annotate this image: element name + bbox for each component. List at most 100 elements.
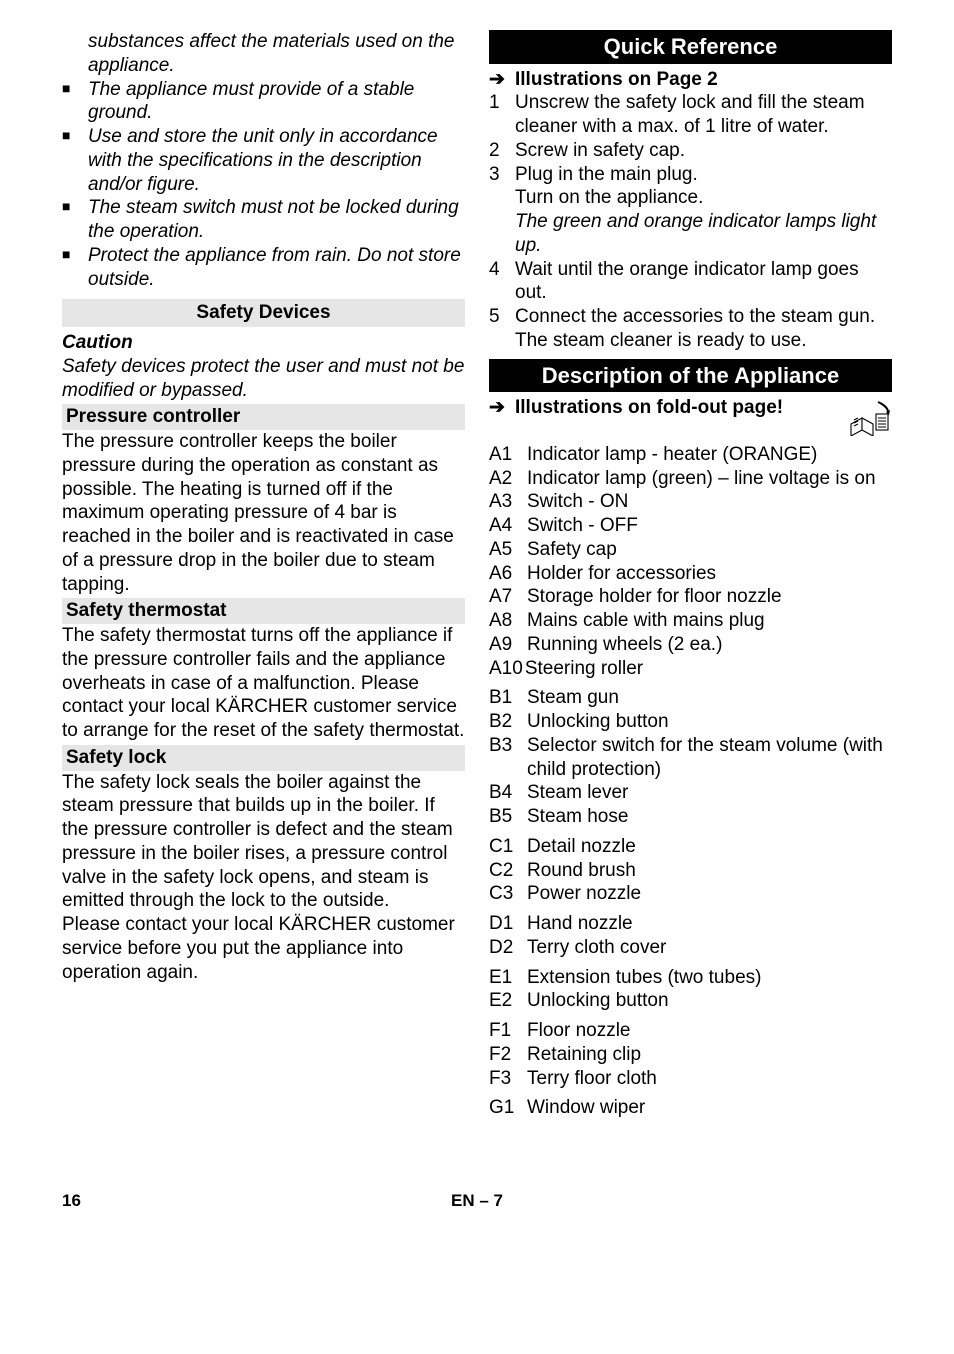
appliance-item: E1Extension tubes (two tubes) [489,966,892,990]
step-number: 3 [489,163,500,187]
appliance-item: A10Steering roller [489,657,892,681]
appliance-item: A9 Running wheels (2 ea.) [489,633,892,657]
appliance-item: A6 Holder for accessories [489,562,892,586]
appliance-item: B2 Unlocking button [489,710,892,734]
item-text: Floor nozzle [527,1020,631,1041]
appliance-item: D1 Hand nozzle [489,912,892,936]
item-text: Terry floor cloth [527,1068,657,1089]
item-text: Steam hose [527,806,628,827]
item-code: A2 [489,467,512,491]
appliance-item: B5 Steam hose [489,805,892,829]
page-lang: EN – 7 [81,1190,873,1211]
item-text: Window wiper [527,1097,645,1118]
step-number: 2 [489,139,500,163]
item-code: A10 [489,658,523,679]
step-item: 4Wait until the orange indicator lamp go… [489,258,892,306]
bullet-item: Protect the appliance from rain. Do not … [62,244,465,292]
item-text: Indicator lamp (green) – line voltage is… [527,468,876,489]
item-code: C2 [489,859,513,883]
appliance-item: B4 Steam lever [489,781,892,805]
item-text: Running wheels (2 ea.) [527,634,722,655]
item-code: B5 [489,805,512,829]
item-code: B2 [489,710,512,734]
item-text: Retaining clip [527,1044,641,1065]
item-text: Steam lever [527,782,628,803]
item-code: A6 [489,562,512,586]
bullet-item: Use and store the unit only in accordanc… [62,125,465,196]
item-code: F1 [489,1019,511,1043]
steps-list: 1 Unscrew the safety lock and fill the st… [489,91,892,352]
bullet-item: The steam switch must not be locked duri… [62,196,465,244]
step-text: Connect the accessories to the steam gun… [515,305,892,329]
bullet-item: The appliance must provide of a stable g… [62,78,465,126]
illustrations-foldout: Illustrations on fold-out page! [489,396,840,420]
item-text: Steering roller [525,658,643,679]
item-code: E1 [489,966,512,990]
thermo-text: The safety thermostat turns off the appl… [62,624,465,743]
intro-continuation: substances affect the materials used on … [62,30,465,78]
item-text: Round brush [527,860,636,881]
item-code: B3 [489,734,512,758]
item-text: Mains cable with mains plug [527,610,765,631]
item-code: F2 [489,1043,511,1067]
pressure-heading: Pressure controller [62,404,465,430]
appliance-item: F3 Terry floor cloth [489,1067,892,1091]
step-text: Screw in safety cap. [515,139,892,163]
item-code: A5 [489,538,512,562]
step-text: Unscrew the safety lock and fill the ste… [515,91,892,139]
appliance-item: A5 Safety cap [489,538,892,562]
lock-heading: Safety lock [62,745,465,771]
description-heading: Description of the Appliance [489,359,892,393]
item-code: A7 [489,585,512,609]
appliance-item: B3Selector switch for the steam volume (… [489,734,892,782]
appliance-item: C3 Power nozzle [489,882,892,906]
item-text: Terry cloth cover [527,937,666,958]
item-text: Storage holder for floor nozzle [527,586,782,607]
item-code: D2 [489,936,513,960]
item-text: Switch - OFF [527,515,638,536]
item-code: D1 [489,912,513,936]
foldout-icon [848,396,892,443]
page-number: 16 [62,1190,81,1211]
item-code: A8 [489,609,512,633]
item-text: Unlocking button [527,711,669,732]
item-code: A4 [489,514,512,538]
appliance-item: C2 Round brush [489,859,892,883]
step-text: Plug in the main plug. [515,163,892,187]
pressure-text: The pressure controller keeps the boiler… [62,430,465,596]
appliance-item: A2 Indicator lamp (green) – line voltage … [489,467,892,491]
step-item: 1 Unscrew the safety lock and fill the st… [489,91,892,139]
appliance-item: B1Steam gun [489,686,892,710]
appliance-item: F1 Floor nozzle [489,1019,892,1043]
item-code: A1 [489,443,512,467]
safety-bullets: The appliance must provide of a stable g… [62,78,465,292]
lock-text-2: Please contact your local KÄRCHER custom… [62,913,465,984]
item-code: G1 [489,1096,514,1120]
step-item: 2 Screw in safety cap. [489,139,892,163]
step-number: 1 [489,91,500,115]
item-code: A9 [489,633,512,657]
item-text: Hand nozzle [527,913,633,934]
step-number: 5 [489,305,500,329]
quick-ref-heading: Quick Reference [489,30,892,64]
appliance-item: D2 Terry cloth cover [489,936,892,960]
item-text: Indicator lamp - heater (ORANGE) [527,444,817,465]
appliance-item: F2 Retaining clip [489,1043,892,1067]
item-code: C3 [489,882,513,906]
step-extra: The steam cleaner is ready to use. [515,329,892,353]
item-text: Safety cap [527,539,617,560]
item-code: B1 [489,686,512,710]
step-item: 3Plug in the main plug.Turn on the appli… [489,163,892,258]
appliance-item: C1Detail nozzle [489,835,892,859]
safety-devices-heading: Safety Devices [62,299,465,327]
appliance-item: A3Switch - ON [489,490,892,514]
appliance-item: A1 Indicator lamp - heater (ORANGE) [489,443,892,467]
appliance-item: A4 Switch - OFF [489,514,892,538]
item-text: Holder for accessories [527,563,716,584]
item-code: F3 [489,1067,511,1091]
appliance-items: A1 Indicator lamp - heater (ORANGE) A2 Indi… [489,443,892,1120]
item-text: Power nozzle [527,883,641,904]
item-text: Detail nozzle [527,836,636,857]
item-code: B4 [489,781,512,805]
item-text: Switch - ON [527,491,628,512]
